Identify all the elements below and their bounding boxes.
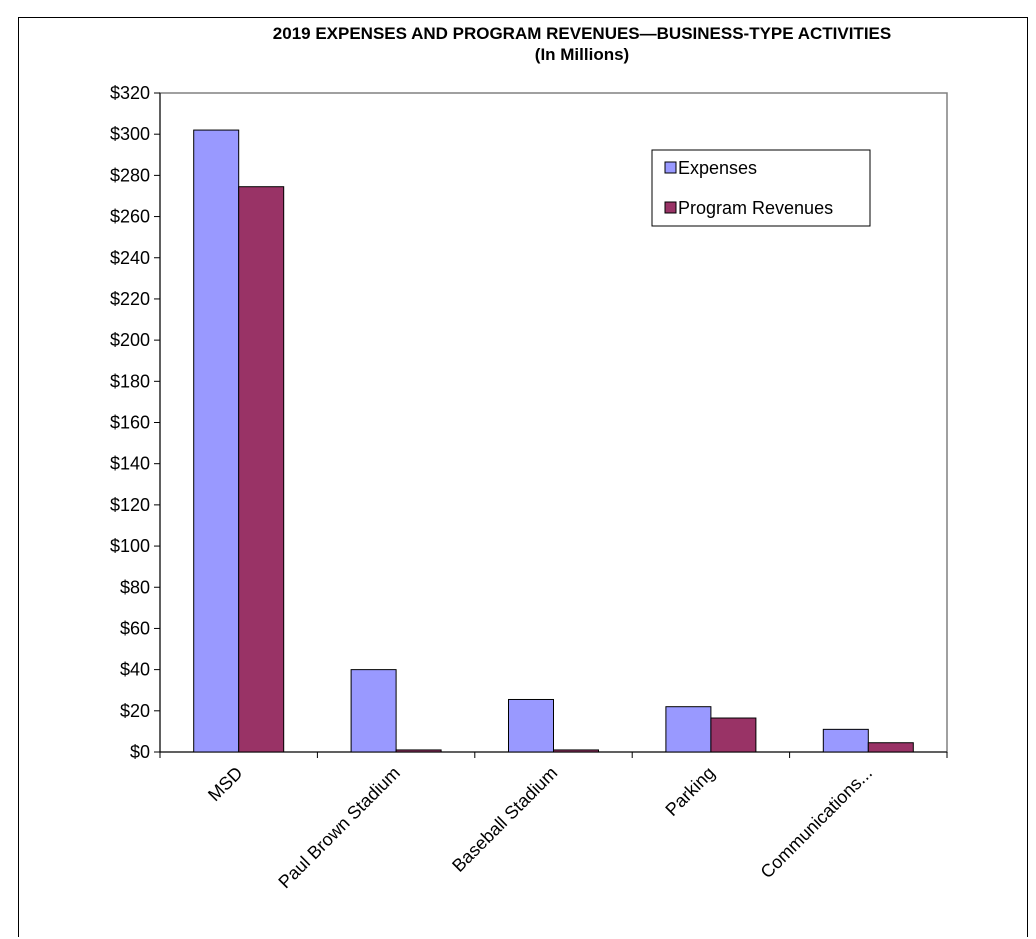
y-tick-label: $260 — [110, 207, 150, 227]
y-tick-label: $60 — [120, 618, 150, 638]
y-tick-label: $0 — [130, 742, 150, 762]
legend-swatch-expenses — [665, 162, 676, 173]
y-tick-label: $240 — [110, 248, 150, 268]
y-tick-label: $280 — [110, 165, 150, 185]
y-tick-label: $300 — [110, 124, 150, 144]
category-label: Parking — [661, 763, 718, 820]
category-label: Paul Brown Stadium — [274, 763, 403, 892]
bar-expenses — [823, 729, 868, 752]
chart-subtitle: (In Millions) — [535, 45, 629, 64]
legend: Expenses Program Revenues — [652, 150, 870, 226]
bar-expenses — [666, 707, 711, 752]
y-tick-label: $320 — [110, 83, 150, 103]
bar-program-revenues — [868, 743, 913, 752]
chart-title: 2019 EXPENSES AND PROGRAM REVENUES—BUSIN… — [273, 24, 891, 43]
y-tick-label: $80 — [120, 577, 150, 597]
y-tick-label: $20 — [120, 701, 150, 721]
legend-swatch-program-revenues — [665, 202, 676, 213]
category-label: MSD — [204, 763, 246, 805]
bar-expenses — [351, 670, 396, 752]
legend-label-program-revenues: Program Revenues — [678, 198, 833, 218]
bar-expenses — [194, 130, 239, 752]
bar-program-revenues — [396, 750, 441, 752]
x-axis-labels: MSD Paul Brown Stadium Baseball Stadium Par… — [204, 763, 876, 892]
bar-program-revenues — [239, 187, 284, 752]
y-tick-label: $220 — [110, 289, 150, 309]
category-label: Communications... — [757, 763, 877, 883]
bar-program-revenues — [554, 750, 599, 752]
y-tick-label: $140 — [110, 454, 150, 474]
y-tick-label: $200 — [110, 330, 150, 350]
bar-expenses — [509, 699, 554, 752]
y-tick-label: $40 — [120, 660, 150, 680]
y-tick-label: $180 — [110, 371, 150, 391]
category-label: Baseball Stadium — [448, 763, 561, 876]
y-tick-label: $120 — [110, 495, 150, 515]
y-tick-label: $100 — [110, 536, 150, 556]
legend-label-expenses: Expenses — [678, 158, 757, 178]
y-tick-label: $160 — [110, 413, 150, 433]
bar-program-revenues — [711, 718, 756, 752]
